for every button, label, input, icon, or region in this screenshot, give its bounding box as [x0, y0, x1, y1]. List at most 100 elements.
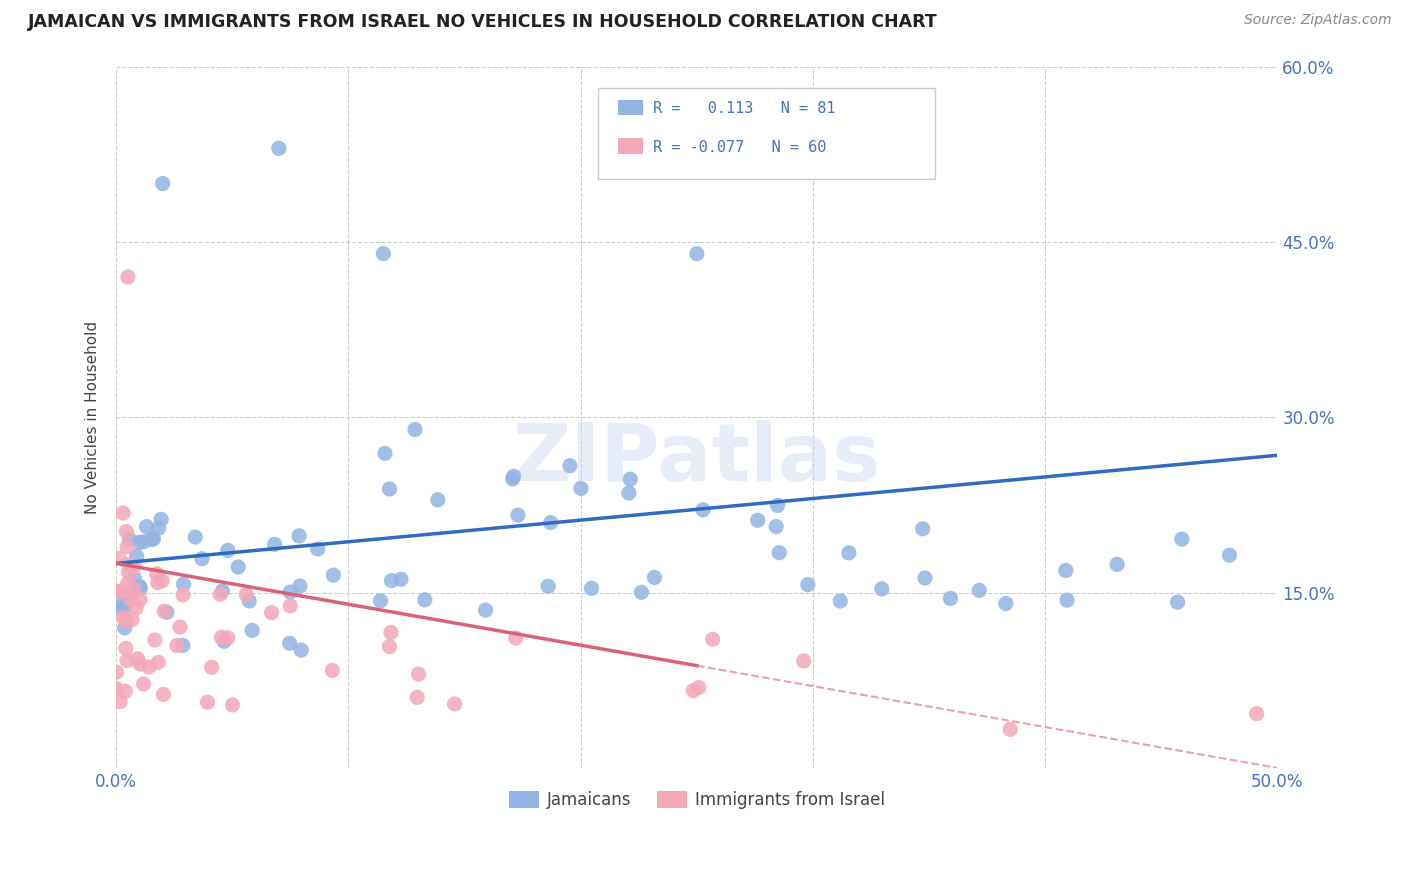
Point [129, 657, 152, 672]
Point [221, 698, 243, 712]
Point [502, 469, 524, 483]
Point [141, 533, 163, 547]
Point [474, 603, 496, 617]
Point [121, 613, 143, 627]
Point [240, 624, 263, 638]
Y-axis label: No Vehicles in Household: No Vehicles in Household [86, 321, 100, 514]
Point [1218, 548, 1240, 562]
Point [115, 524, 138, 539]
Point [688, 681, 710, 695]
Point [768, 546, 790, 560]
Point [370, 593, 392, 607]
Point [118, 558, 141, 572]
Point [967, 583, 990, 598]
Point [766, 499, 789, 513]
Point [150, 574, 173, 588]
Point [702, 632, 724, 647]
Point [260, 606, 283, 620]
Point [505, 631, 527, 645]
Point [226, 560, 249, 574]
Point [1171, 532, 1194, 546]
Point [110, 584, 132, 599]
Point [191, 551, 214, 566]
Point [135, 519, 157, 533]
Point [322, 568, 344, 582]
Point [201, 660, 224, 674]
Point [115, 614, 138, 628]
Point [692, 503, 714, 517]
Point [288, 529, 311, 543]
Point [238, 594, 260, 608]
Point [321, 664, 343, 678]
Point [125, 600, 148, 615]
Point [105, 681, 128, 696]
Point [373, 246, 395, 260]
Point [406, 690, 429, 705]
Point [378, 640, 401, 654]
Point [793, 654, 815, 668]
Point [117, 270, 139, 285]
Point [404, 423, 426, 437]
Point [288, 579, 311, 593]
Point [114, 599, 136, 613]
Point [643, 570, 665, 584]
Point [166, 639, 188, 653]
Point [142, 532, 165, 546]
Point [378, 482, 401, 496]
Point [173, 577, 195, 591]
Point [290, 643, 312, 657]
Point [128, 579, 150, 593]
Point [117, 586, 139, 600]
Point [120, 592, 142, 607]
Point [569, 482, 592, 496]
Text: R =   0.113   N = 81: R = 0.113 N = 81 [652, 101, 835, 116]
Point [998, 723, 1021, 737]
Point [217, 631, 239, 645]
Point [267, 141, 290, 155]
Point [374, 446, 396, 460]
Point [112, 610, 135, 624]
Point [122, 571, 145, 585]
Point [838, 546, 860, 560]
Point [145, 566, 167, 581]
Text: R = -0.077   N = 60: R = -0.077 N = 60 [652, 139, 827, 154]
Point [148, 521, 170, 535]
Point [212, 634, 235, 648]
Point [307, 541, 329, 556]
Point [413, 592, 436, 607]
Point [939, 591, 962, 606]
Point [619, 472, 641, 486]
Point [114, 621, 136, 635]
Point [558, 458, 581, 473]
Point [132, 535, 155, 549]
Text: JAMAICAN VS IMMIGRANTS FROM ISRAEL NO VEHICLES IN HOUSEHOLD CORRELATION CHART: JAMAICAN VS IMMIGRANTS FROM ISRAEL NO VE… [28, 13, 938, 31]
Point [143, 632, 166, 647]
Point [682, 683, 704, 698]
FancyBboxPatch shape [617, 100, 644, 115]
Point [115, 540, 138, 554]
Point [129, 581, 152, 595]
Text: ZIPatlas: ZIPatlas [513, 420, 882, 499]
Point [209, 587, 232, 601]
Point [129, 592, 152, 607]
Point [124, 559, 146, 574]
Point [127, 652, 149, 666]
Point [115, 641, 138, 656]
Point [426, 492, 449, 507]
Point [115, 654, 138, 668]
Point [994, 597, 1017, 611]
Point [1056, 593, 1078, 607]
Point [114, 684, 136, 698]
Point [150, 512, 173, 526]
Point [169, 620, 191, 634]
Point [105, 596, 128, 610]
Point [146, 575, 169, 590]
Point [278, 636, 301, 650]
Point [172, 638, 194, 652]
Point [138, 660, 160, 674]
Point [1246, 706, 1268, 721]
Point [125, 549, 148, 564]
Point [156, 605, 179, 619]
Point [128, 535, 150, 549]
Point [148, 656, 170, 670]
